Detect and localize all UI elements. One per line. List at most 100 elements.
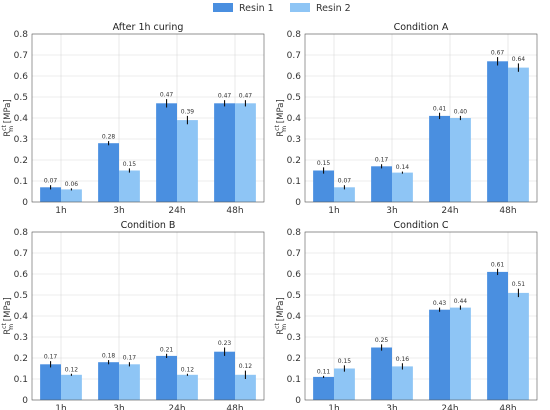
y-tick-label: 0: [22, 396, 28, 406]
y-tick-label: 0: [295, 396, 301, 406]
y-axis-label: Rctm [MPa]: [274, 297, 288, 334]
y-tick-label: 0.6: [287, 72, 302, 82]
y-tick-label: 0.6: [14, 72, 29, 82]
x-tick-label: 1h: [55, 206, 66, 216]
data-label: 0.15: [123, 161, 137, 168]
panel-title: Condition A: [394, 22, 449, 33]
y-tick-label: 0.4: [14, 312, 29, 322]
bar-resin-2: [61, 374, 82, 400]
bar-resin-1: [98, 143, 119, 202]
data-label: 0.61: [491, 261, 505, 268]
data-label: 0.43: [433, 300, 447, 307]
data-label: 0.47: [160, 92, 174, 99]
data-label: 0.15: [338, 358, 352, 365]
x-tick-label: 24h: [441, 404, 458, 410]
bar-resin-2: [450, 307, 471, 400]
bar-resin-1: [429, 309, 450, 400]
chart-panel-4: 0 0.1 0.2 0.3 0.4 0.5 0.6 0.7 0.8 0.11 0.25 0.43 0.6…: [274, 220, 538, 410]
data-label: 0.12: [239, 363, 253, 370]
axes-frame: [304, 231, 538, 401]
data-label: 0.15: [317, 160, 331, 167]
axes-frame: [304, 33, 538, 203]
y-tick-label: 0.3: [14, 135, 28, 145]
chart-panel-1: 0 0.1 0.2 0.3 0.4 0.5 0.6 0.7 0.8 0.07 0.28 0.47 0.4…: [1, 22, 265, 216]
y-axis-label: Rctm [MPa]: [1, 99, 15, 136]
x-tick-label: 24h: [168, 206, 185, 216]
axes-frame: [31, 33, 265, 203]
legend-label-1: Resin 1: [239, 3, 274, 14]
bar-resin-1: [371, 166, 392, 202]
y-tick-label: 0.5: [287, 291, 301, 301]
data-label: 0.07: [338, 178, 352, 185]
data-label: 0.12: [65, 366, 79, 373]
y-tick-label: 0.3: [14, 333, 28, 343]
data-label: 0.18: [102, 353, 116, 360]
data-label: 0.17: [375, 157, 389, 164]
data-label: 0.47: [239, 93, 253, 100]
data-label: 0.11: [317, 368, 331, 375]
bar-resin-1: [487, 271, 508, 400]
data-label: 0.21: [160, 346, 174, 353]
data-label: 0.41: [433, 105, 447, 112]
chart-panel-3: 0 0.1 0.2 0.3 0.4 0.5 0.6 0.7 0.8 0.17 0.18 0.21 0.2…: [1, 220, 265, 410]
data-label: 0.44: [454, 298, 468, 305]
y-tick-label: 0.7: [287, 249, 301, 259]
bar-resin-1: [156, 355, 177, 400]
data-label: 0.16: [396, 356, 410, 363]
x-tick-label: 1h: [55, 404, 66, 410]
panel-title: After 1h curing: [113, 22, 184, 33]
bar-resin-2: [235, 103, 256, 202]
x-tick-label: 48h: [499, 404, 516, 410]
y-tick-label: 0.1: [14, 375, 28, 385]
x-tick-label: 24h: [441, 206, 458, 216]
bar-resin-2: [119, 364, 140, 400]
data-label: 0.14: [396, 164, 410, 171]
bar-resin-2: [235, 374, 256, 400]
bar-resin-1: [40, 364, 61, 400]
data-label: 0.64: [512, 56, 526, 63]
x-tick-label: 3h: [113, 206, 124, 216]
y-tick-label: 0.2: [287, 354, 301, 364]
y-tick-label: 0.8: [287, 30, 302, 40]
y-tick-label: 0.2: [14, 156, 28, 166]
bar-resin-1: [487, 61, 508, 202]
legend-label-2: Resin 2: [316, 3, 351, 14]
x-tick-label: 3h: [386, 206, 397, 216]
bar-resin-2: [392, 172, 413, 202]
y-tick-label: 0.8: [14, 30, 29, 40]
legend-swatch-2: [290, 3, 310, 12]
bar-resin-2: [334, 187, 355, 202]
y-tick-label: 0.6: [287, 270, 302, 280]
bar-resin-1: [98, 362, 119, 400]
data-label: 0.12: [181, 366, 195, 373]
y-axis-label: Rctm [MPa]: [1, 297, 15, 334]
data-label: 0.28: [102, 134, 116, 141]
bar-resin-2: [508, 67, 529, 202]
data-label: 0.40: [454, 108, 468, 115]
bar-resin-1: [214, 351, 235, 400]
y-tick-label: 0.6: [14, 270, 29, 280]
data-label: 0.17: [44, 354, 58, 361]
bar-resin-2: [392, 366, 413, 400]
x-tick-label: 48h: [226, 404, 243, 410]
panel-title: Condition C: [394, 220, 449, 231]
x-tick-label: 48h: [499, 206, 516, 216]
y-tick-label: 0.2: [14, 354, 28, 364]
bar-resin-1: [429, 115, 450, 202]
y-tick-label: 0.3: [287, 135, 301, 145]
y-tick-label: 0.1: [287, 375, 301, 385]
x-tick-label: 3h: [386, 404, 397, 410]
bar-resin-1: [371, 347, 392, 400]
axes-frame: [31, 231, 265, 401]
y-tick-label: 0.7: [14, 249, 28, 259]
legend-swatch-1: [213, 3, 233, 12]
bar-resin-1: [313, 170, 334, 202]
bar-resin-1: [156, 103, 177, 202]
y-tick-label: 0.7: [14, 51, 28, 61]
data-label: 0.51: [512, 281, 526, 288]
data-label: 0.23: [218, 340, 232, 347]
x-tick-label: 48h: [226, 206, 243, 216]
x-tick-label: 1h: [328, 206, 339, 216]
